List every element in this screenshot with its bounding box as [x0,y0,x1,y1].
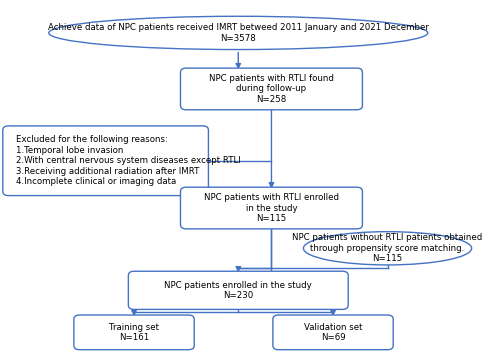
FancyBboxPatch shape [180,187,362,229]
FancyBboxPatch shape [3,126,208,196]
Text: Training set
N=161: Training set N=161 [109,323,159,342]
Text: NPC patients enrolled in the study
N=230: NPC patients enrolled in the study N=230 [164,281,312,300]
Text: Achieve data of NPC patients received IMRT betweed 2011 January and 2021 Decembe: Achieve data of NPC patients received IM… [48,23,428,43]
Text: NPC patients with RTLI enrolled
in the study
N=115: NPC patients with RTLI enrolled in the s… [204,193,339,223]
FancyBboxPatch shape [180,68,362,110]
Text: Excluded for the following reasons:
1.Temporal lobe invasion
2.With central nerv: Excluded for the following reasons: 1.Te… [16,136,240,186]
FancyBboxPatch shape [273,315,393,350]
Text: NPC patients with RTLI found
during follow-up
N=258: NPC patients with RTLI found during foll… [209,74,334,104]
Text: Validation set
N=69: Validation set N=69 [304,323,362,342]
FancyBboxPatch shape [128,271,348,310]
Ellipse shape [49,16,428,49]
Text: NPC patients without RTLI patients obtained
through propensity score matching.
N: NPC patients without RTLI patients obtai… [292,233,482,263]
FancyBboxPatch shape [74,315,194,350]
Ellipse shape [304,232,472,265]
